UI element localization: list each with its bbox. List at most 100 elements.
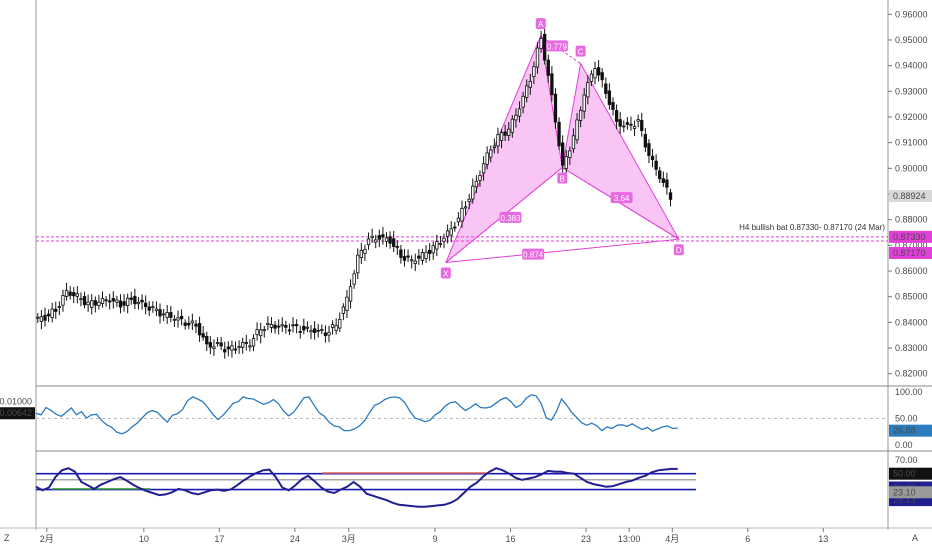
candle-up-body <box>259 329 263 337</box>
candle <box>108 293 112 310</box>
candle <box>266 316 270 331</box>
candle-up-body <box>636 119 640 122</box>
candle-up-body <box>514 114 518 121</box>
price-tick-label: 0.96000 <box>895 9 928 19</box>
candle <box>244 334 248 351</box>
candle <box>582 87 586 119</box>
candle-up-body <box>632 126 637 129</box>
candle <box>46 309 51 323</box>
candle-down-body <box>654 160 658 170</box>
candle <box>654 154 658 176</box>
pattern-point-label: X <box>443 270 449 279</box>
candle-up-body <box>100 298 105 304</box>
price-tick-label: 0.90000 <box>895 163 928 173</box>
candle <box>449 221 453 243</box>
candle <box>424 245 428 263</box>
candle-up-body <box>467 198 471 202</box>
candle <box>395 240 399 256</box>
candle-up-body <box>172 318 177 321</box>
candle-up-body <box>327 331 331 336</box>
indicator1-last-badge-bg <box>889 424 932 437</box>
candle <box>546 54 550 83</box>
candle-up-body <box>521 95 525 108</box>
candle <box>179 309 184 326</box>
candle-down-body <box>392 238 396 248</box>
candle <box>593 61 597 85</box>
candle-up-body <box>499 132 504 141</box>
candle <box>438 235 443 248</box>
candle-down-body <box>312 328 317 333</box>
candle <box>650 148 655 168</box>
candle <box>147 301 151 316</box>
candle <box>330 320 335 335</box>
candle-up-body <box>75 293 79 297</box>
candle-down-body <box>43 314 47 321</box>
candle-down-body <box>143 302 148 308</box>
candle <box>636 114 640 128</box>
level-badge-lower-bg <box>889 246 932 259</box>
candle-down-body <box>46 313 51 317</box>
candle-up-body <box>79 298 83 301</box>
candle <box>517 101 522 123</box>
candle <box>388 231 392 249</box>
price-tick-label: 0.93000 <box>895 86 928 96</box>
candle <box>327 325 331 343</box>
candle <box>165 304 169 324</box>
candle <box>241 337 245 354</box>
candle-up-body <box>39 316 44 322</box>
candle-up-body <box>456 217 461 223</box>
candle <box>481 156 486 181</box>
candle-up-body <box>320 329 324 331</box>
candle <box>499 128 504 149</box>
candle <box>413 253 417 272</box>
candle-up-body <box>241 342 245 348</box>
candle-down-body <box>665 179 669 188</box>
candle-up-body <box>622 125 626 128</box>
candle-down-body <box>140 299 144 303</box>
candle-down-body <box>187 322 191 326</box>
indicator2-line <box>35 467 678 508</box>
candle <box>90 294 94 315</box>
candle <box>93 296 97 313</box>
candle <box>197 316 202 342</box>
pattern-triangle-bcd <box>561 62 681 241</box>
price-tick-label: 0.94000 <box>895 61 928 71</box>
candle-down-body <box>417 255 421 259</box>
candle-up-body <box>97 301 101 306</box>
candle-up-body <box>251 338 256 347</box>
candle <box>100 291 105 308</box>
ratio-label: 0.383 <box>501 214 522 223</box>
indicator2-badge-bg <box>889 467 932 480</box>
candle-down-body <box>104 299 108 302</box>
candle-up-body <box>424 251 428 259</box>
candle-down-body <box>147 306 151 311</box>
candle-up-body <box>539 38 543 49</box>
pattern-annotation: H4 bullish bat 0.87330- 0.87170 (24 Mar) <box>739 223 885 232</box>
candle-up-body <box>90 300 94 308</box>
candle <box>82 291 87 309</box>
pattern-line-ac <box>540 35 581 64</box>
candle <box>618 111 622 134</box>
candle-up-body <box>230 345 234 351</box>
candle <box>658 166 662 183</box>
candle-down-body <box>546 59 550 76</box>
candle <box>460 200 464 228</box>
candle-down-body <box>122 301 126 306</box>
candle-down-body <box>276 325 281 328</box>
candle-up-body <box>575 119 579 141</box>
candle <box>474 175 479 194</box>
candle-down-body <box>611 102 615 110</box>
price-tick-label: 0.91000 <box>895 138 928 148</box>
candle-down-body <box>377 235 381 240</box>
candle-up-body <box>115 299 119 303</box>
candle <box>417 249 421 265</box>
candle <box>402 248 407 267</box>
candle <box>463 201 468 216</box>
candle-down-body <box>111 298 115 302</box>
candle-up-body <box>431 245 435 254</box>
candle <box>251 334 256 352</box>
candle-down-body <box>118 300 123 308</box>
candle-down-body <box>607 90 612 105</box>
candle-up-body <box>492 145 497 148</box>
candle <box>151 301 155 313</box>
